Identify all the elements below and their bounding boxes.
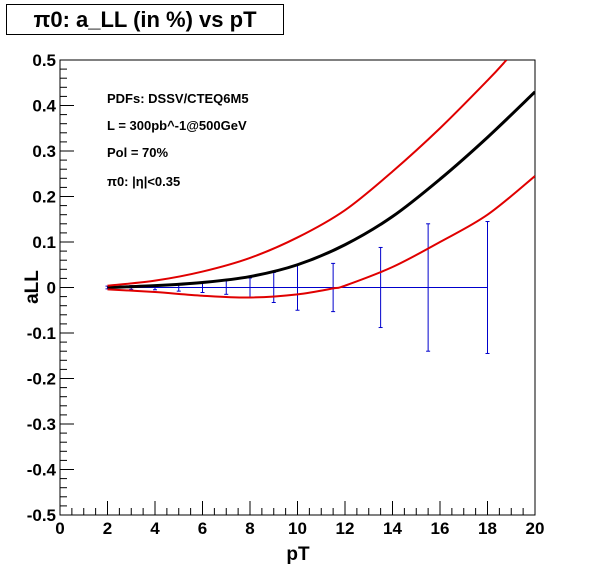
y-tick-label: -0.5	[27, 506, 56, 525]
y-tick-label: 0.2	[32, 188, 56, 207]
annotation-line: Pol = 70%	[107, 145, 168, 160]
y-tick-label: 0.5	[32, 51, 56, 70]
x-tick-label: 18	[478, 519, 497, 538]
band-curve	[107, 60, 508, 287]
y-tick-label: -0.1	[27, 324, 56, 343]
annotation-line: L = 300pb^-1@500GeV	[107, 118, 247, 133]
y-tick-label: 0.1	[32, 233, 56, 252]
band-curve	[107, 175, 535, 299]
x-tick-label: 0	[55, 519, 64, 538]
chart-title: π0: a_LL (in %) vs pT	[33, 6, 257, 32]
central-curve	[107, 90, 535, 289]
x-tick-label: 20	[526, 519, 545, 538]
chart-title-box: π0: a_LL (in %) vs pT	[6, 4, 284, 35]
y-tick-label: 0.3	[32, 142, 56, 161]
x-tick-label: 16	[431, 519, 450, 538]
y-axis-title: aLL	[22, 270, 43, 304]
x-tick-label: 8	[245, 519, 254, 538]
x-tick-label: 10	[288, 519, 307, 538]
x-tick-label: 6	[198, 519, 207, 538]
y-tick-label: -0.4	[27, 461, 57, 480]
x-axis-title: pT	[286, 544, 310, 565]
x-tick-label: 4	[150, 519, 160, 538]
x-tick-label: 12	[336, 519, 355, 538]
y-tick-label: -0.2	[27, 370, 56, 389]
annotation-line: PDFs: DSSV/CTEQ6M5	[107, 91, 249, 106]
y-tick-label: 0.4	[32, 97, 56, 116]
y-tick-label: -0.3	[27, 415, 56, 434]
y-tick-label: 0	[47, 279, 56, 298]
x-tick-label: 2	[103, 519, 112, 538]
x-tick-label: 14	[383, 519, 402, 538]
annotation-line: π0: |η|<0.35	[107, 174, 180, 189]
